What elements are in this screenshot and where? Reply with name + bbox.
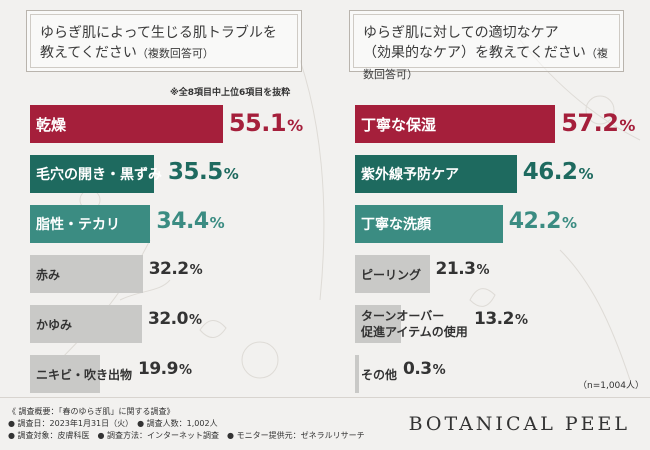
right-bar-label-6: その他 [361,355,397,393]
sample-size-note: （n=1,004人） [578,381,645,391]
footer: 《 調査概要：「春のゆらぎ肌」に関する調査》 ● 調査日：2023年1月31日（… [0,397,650,450]
right-value-unit: % [561,214,577,232]
left-value-unit: % [178,363,192,378]
right-bar-label-4: ピーリング [361,255,421,293]
right-bar-label-text: 丁寧な保湿 [361,115,437,134]
survey-overview: 《 調査概要：「春のゆらぎ肌」に関する調査》 ● 調査日：2023年1月31日（… [8,406,365,442]
left-extract-note: ※全8項目中上位6項目を抜粋 [170,88,291,98]
left-value-number: 55.1 [228,109,287,137]
right-question-box: ゆらぎ肌に対しての適切なケア （効果的なケア）を教えてください（複数回答可） [349,10,624,81]
right-bar-5 [355,305,402,343]
left-bar-value-4: 32.2% [149,255,203,293]
left-bar-label-1: 乾燥 [36,105,66,143]
left-bar-value-1: 55.1% [229,105,303,143]
right-value-number: 0.3 [403,359,432,379]
left-bar-value-5: 32.0% [148,305,202,343]
left-bar-value-2: 35.5% [168,155,239,193]
left-value-number: 32.0 [148,309,188,329]
right-bar-label-text: 紫外線予防ケア [361,167,459,183]
right-value-unit: % [476,263,490,278]
left-value-unit: % [209,214,225,232]
survey-date-count: ● 調査日：2023年1月31日（火） ● 調査人数：1,002人 [8,419,218,428]
right-value-number: 46.2 [522,159,578,185]
left-bar-value-6: 19.9% [138,355,192,393]
left-value-number: 32.2 [148,259,189,279]
right-bar-value-5: 13.2% [474,305,528,343]
left-bar-3 [30,205,151,243]
right-bar-value-4: 21.3% [436,255,490,293]
right-bar-label-2: 紫外線予防ケア [361,155,459,193]
right-value-number: 42.2 [508,209,562,234]
left-value-number: 19.9 [138,359,178,379]
right-value-unit: % [619,116,636,135]
left-bar-label-6: ニキビ・吹き出物 [36,355,132,393]
right-bar-label-text: その他 [361,367,398,382]
right-bar-value-3: 42.2% [509,205,577,243]
right-bar-value-2: 46.2% [523,155,594,193]
left-bar-value-3: 34.4% [156,205,224,243]
right-bar-label-text: 丁寧な洗顔 [361,217,431,233]
left-value-unit: % [188,313,202,328]
right-bar-2 [355,155,517,193]
right-panel: ゆらぎ肌に対しての適切なケア （効果的なケア）を教えてください（複数回答可） 丁… [325,0,650,395]
right-bar-6 [355,355,359,393]
left-bar-label-text: 脂性・テカリ [36,217,120,233]
right-bar-label-3: 丁寧な洗顔 [361,205,431,243]
left-bar-5 [30,305,142,343]
left-bar-1 [30,105,223,143]
left-bar-label-text: ニキビ・吹き出物 [36,367,133,382]
left-question-box: ゆらぎ肌によって生じる肌トラブルを 教えてください（複数回答可） [26,10,302,72]
left-bar-label-3: 脂性・テカリ [36,205,120,243]
survey-target-method: ● 調査対象：皮膚科医 ● 調査方法：インターネット調査 ● モニター提供元：ゼ… [8,431,365,440]
right-bar-1 [355,105,556,143]
right-bar-4 [355,255,430,293]
left-value-unit: % [223,165,239,183]
right-bar-label-5: ターンオーバー促進アイテムの使用 [361,305,468,343]
right-bar-label-1: 丁寧な保湿 [361,105,436,143]
right-value-number: 13.2 [474,309,514,329]
survey-title: 《 調査概要：「春のゆらぎ肌」に関する調査》 [8,407,175,416]
right-value-number: 21.3 [435,259,476,279]
right-bar-label-text: ターンオーバー [361,309,445,323]
left-bar-label-text: かゆみ [36,317,73,332]
left-value-unit: % [287,116,304,135]
right-value-unit: % [514,313,528,328]
left-value-number: 34.4 [156,209,209,234]
right-bar-value-1: 57.2% [561,105,635,143]
right-value-unit: % [432,363,446,378]
left-bar-label-text: 乾燥 [36,115,67,134]
right-bar-label-text: 促進アイテムの使用 [361,325,468,339]
left-bar-label-text: 赤み [36,267,61,282]
left-value-unit: % [189,263,203,278]
left-bar-4 [30,255,143,293]
right-bar-label-text: ピーリング [361,267,422,282]
left-panel: ゆらぎ肌によって生じる肌トラブルを 教えてください（複数回答可） ※全8項目中上… [0,0,325,395]
left-bar-2 [30,155,155,193]
right-value-unit: % [578,165,594,183]
left-bar-label-5: かゆみ [36,305,72,343]
left-bar-label-text: 毛穴の開き・黒ずみ [36,167,162,183]
brand-logo: BOTANICAL PEEL [408,413,630,435]
left-bar-label-2: 毛穴の開き・黒ずみ [36,155,162,193]
right-bar-3 [355,205,503,243]
right-bar-chart: 丁寧な保湿 57.2% 紫外線予防ケア 46.2% 丁寧な洗顔 42.2% ピーリング 21.… [325,0,650,395]
right-bar-value-6: 0.3% [403,355,446,393]
left-bar-label-4: 赤み [36,255,60,293]
left-value-number: 35.5 [168,159,223,185]
left-bar-chart: 乾燥 55.1% 毛穴の開き・黒ずみ 35.5% 脂性・テカリ 34.4% 赤み 32.2% か… [0,0,325,395]
right-value-number: 57.2 [561,109,619,137]
left-bar-6 [30,355,100,393]
